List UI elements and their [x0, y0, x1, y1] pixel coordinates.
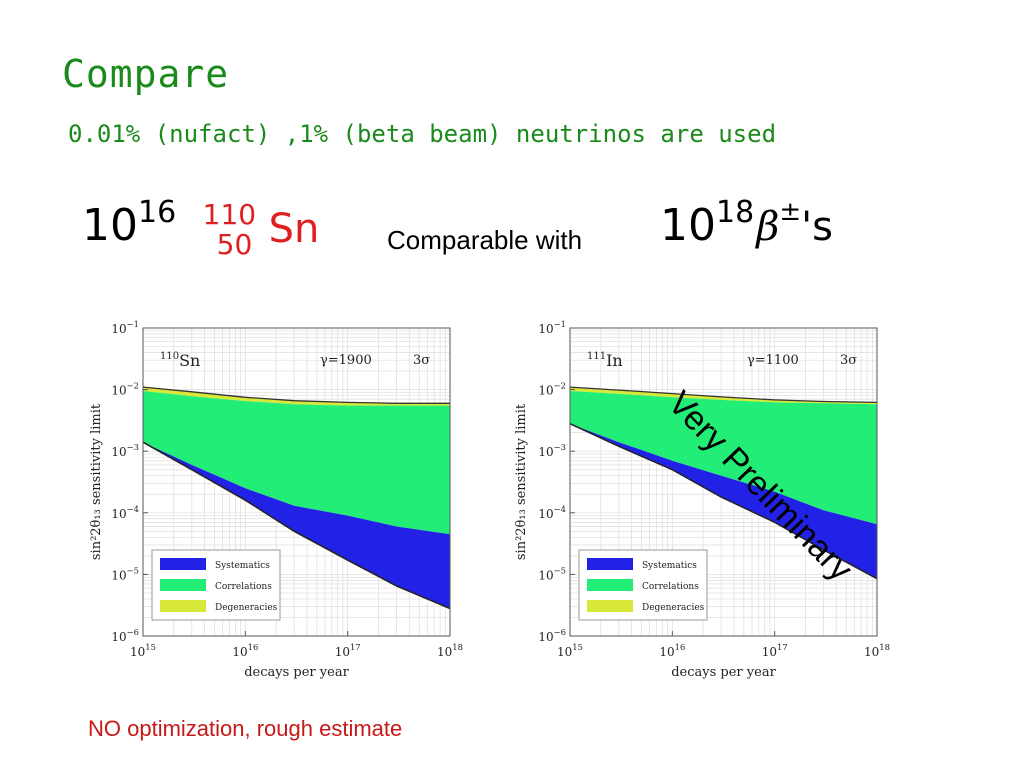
slide-title: Compare — [62, 52, 230, 96]
legend-swatch-degeneracies — [160, 600, 206, 612]
x-tick-label: 1018 — [437, 642, 463, 659]
legend-label-degeneracies: Degeneracies — [642, 603, 705, 613]
legend-swatch-systematics — [587, 558, 633, 570]
beta-expression: 1018β±'s — [660, 195, 833, 270]
legend: Systematics Correlations Degeneracies — [151, 549, 281, 621]
beta-exponent: 18 — [716, 195, 755, 230]
beta-suffix: 's — [801, 204, 833, 250]
beta-symbol: β — [756, 204, 780, 250]
y-axis-label: sin²2θ₁₃ sensitivity limit — [89, 403, 104, 560]
isotope-symbol: 110 50 Sn — [202, 198, 333, 261]
x-axis-label: decays per year — [244, 665, 349, 680]
y-tick-label: 10−5 — [111, 565, 139, 582]
upper-limit-line — [142, 386, 450, 404]
x-tick-label: 1018 — [864, 642, 890, 659]
isotope-label: 110Sn — [160, 351, 200, 370]
decays-exponent: 16 — [138, 195, 177, 230]
legend-label-degeneracies: Degeneracies — [215, 603, 278, 613]
y-tick-label: 10−2 — [538, 381, 566, 398]
y-tick-label: 10−6 — [538, 627, 566, 644]
sigma-label: 3σ — [840, 353, 857, 368]
upper-limit-line — [569, 386, 878, 404]
legend-label-correlations: Correlations — [215, 582, 272, 592]
legend-swatch-systematics — [160, 558, 206, 570]
lower-limit-line — [142, 441, 451, 610]
band-correlations — [570, 391, 877, 525]
isotope-element: Sn — [268, 206, 320, 252]
beta-pm: ± — [779, 197, 802, 227]
gamma-label: γ=1900 — [320, 353, 372, 368]
legend-swatch-correlations — [587, 579, 633, 591]
y-tick-label: 10−1 — [538, 319, 566, 336]
plot-frame — [142, 327, 451, 637]
x-tick-label: 1015 — [557, 642, 583, 659]
legend: Systematics Correlations Degeneracies — [578, 549, 708, 621]
y-tick-label: 10−5 — [538, 565, 566, 582]
gamma-label: γ=1100 — [747, 353, 799, 368]
legend-label-correlations: Correlations — [642, 582, 699, 592]
y-tick-label: 10−3 — [111, 442, 139, 459]
beta-base: 10 — [660, 200, 716, 251]
footnote: NO optimization, rough estimate — [88, 716, 403, 741]
band-systematics — [143, 442, 450, 609]
y-tick-label: 10−4 — [538, 504, 566, 521]
y-tick-label: 10−4 — [111, 504, 139, 521]
slide-subtitle: 0.01% (nufact) ,1% (beta beam) neutrinos… — [68, 120, 777, 148]
plot-frame — [569, 327, 878, 637]
y-axis-label: sin²2θ₁₃ sensitivity limit — [514, 403, 529, 560]
legend-swatch-degeneracies — [587, 600, 633, 612]
x-tick-label: 1016 — [232, 642, 258, 659]
x-tick-label: 1016 — [659, 642, 685, 659]
sigma-label: 3σ — [413, 353, 430, 368]
comparable-text: Comparable with — [387, 225, 583, 255]
y-tick-label: 10−6 — [111, 627, 139, 644]
legend-swatch-correlations — [160, 579, 206, 591]
decays-base: 10 — [82, 200, 138, 251]
lower-limit-line — [569, 423, 878, 580]
y-tick-label: 10−3 — [538, 442, 566, 459]
y-tick-label: 10−1 — [111, 319, 139, 336]
y-tick-label: 10−2 — [111, 381, 139, 398]
x-tick-label: 1017 — [335, 642, 361, 659]
x-axis-label: decays per year — [671, 665, 776, 680]
x-tick-label: 1015 — [130, 642, 156, 659]
x-tick-label: 1017 — [762, 642, 788, 659]
legend-label-systematics: Systematics — [215, 561, 270, 571]
isotope-label: 111In — [587, 351, 623, 370]
isotope-mass-number: 110 — [202, 198, 257, 231]
band-correlations — [143, 391, 450, 535]
isotope-atomic-number: 50 — [216, 228, 253, 261]
legend-label-systematics: Systematics — [642, 561, 697, 571]
decays-expression: 1016 110 50 Sn — [82, 195, 333, 270]
